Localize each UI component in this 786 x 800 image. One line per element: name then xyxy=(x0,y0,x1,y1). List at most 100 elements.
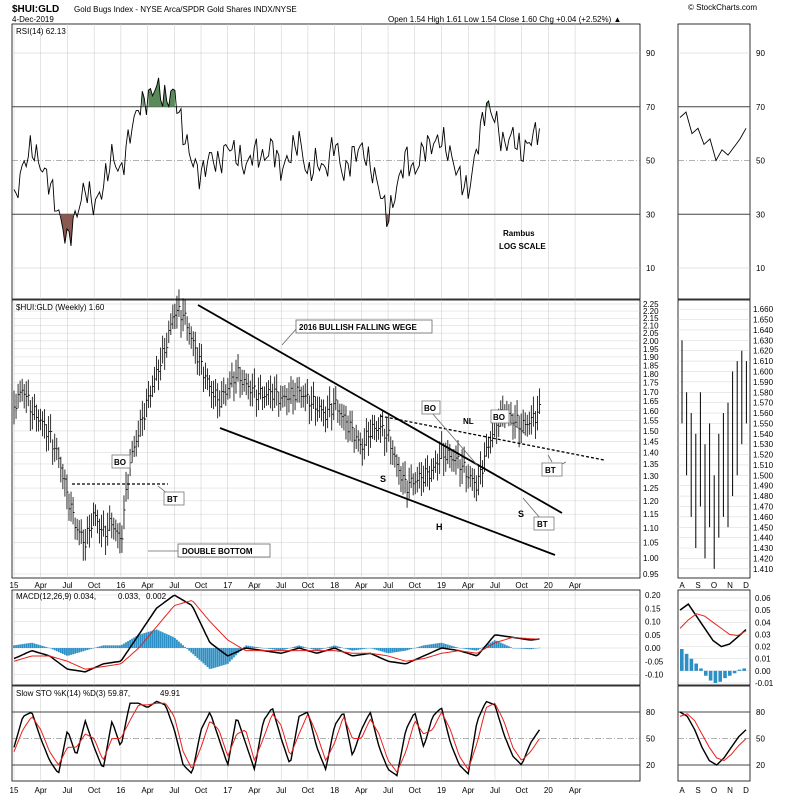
price-bar xyxy=(172,304,175,330)
macd-hist-bar xyxy=(100,645,103,648)
macd-panel-frame xyxy=(11,589,641,686)
price-tick-label: 0.95 xyxy=(643,570,659,579)
price-bar xyxy=(367,421,370,456)
macd-hist-bar xyxy=(204,648,207,666)
price-bar xyxy=(459,459,462,487)
neckline xyxy=(379,415,605,461)
price-bar xyxy=(29,400,32,432)
x-axis-label: Oct xyxy=(515,786,528,795)
price-bar xyxy=(315,396,318,426)
detail-macd-hist-bar xyxy=(680,649,684,671)
macd-tick-label: 0.20 xyxy=(645,591,661,600)
annotations: 2016 BULLISH FALLING WEGE DOUBLE BOTTOM … xyxy=(111,319,567,558)
price-bar xyxy=(278,391,281,417)
macd-hist-bar xyxy=(61,648,64,654)
price-bar xyxy=(422,465,425,493)
macd-hist-bar xyxy=(526,648,529,650)
price-bar xyxy=(160,347,163,381)
price-bar xyxy=(268,380,271,406)
macd-hist-bar xyxy=(373,648,376,650)
x-axis-label: Jul xyxy=(276,786,286,795)
macd-hist-bar xyxy=(475,648,478,651)
macd-tick-label: 0.05 xyxy=(645,631,661,640)
bo-label-2016: BO xyxy=(114,458,126,467)
price-bar xyxy=(398,456,401,485)
macd-hist-bar xyxy=(332,645,335,648)
macd-hist-bar xyxy=(59,648,62,654)
macd-hist-bar xyxy=(253,646,256,648)
bt-box-2019a xyxy=(533,516,555,531)
price-bar xyxy=(152,375,155,398)
macd-hist-bar xyxy=(161,632,164,648)
price-bar xyxy=(198,343,201,376)
price-bar xyxy=(125,471,128,502)
macd-hist-bar xyxy=(147,631,150,648)
price-bar xyxy=(249,380,252,407)
rsi-panel-frame xyxy=(11,23,641,300)
macd-hist-bar xyxy=(149,631,152,648)
x-axis-label: Apr xyxy=(141,786,154,795)
macd-hist-bar xyxy=(74,648,77,654)
detail-sto-d-line xyxy=(679,713,747,762)
macd-hist-bar xyxy=(102,645,105,648)
rsi-tick-label: 10 xyxy=(646,264,655,273)
price-bar xyxy=(158,359,161,391)
macd-hist-bar xyxy=(363,648,366,649)
price-bar xyxy=(225,384,228,406)
price-tick-label: 1.50 xyxy=(643,427,659,436)
price-bar xyxy=(101,514,104,548)
detail-price-tick-label: 1.530 xyxy=(753,440,774,449)
macd-hist-bar xyxy=(404,648,406,651)
sto-k-line xyxy=(13,700,541,777)
detail-macd-tick-label: 0.03 xyxy=(755,630,771,639)
macd-hist-bar xyxy=(159,631,162,648)
macd-hist-bar xyxy=(64,648,66,655)
price-bar xyxy=(359,432,362,455)
macd-hist-bar xyxy=(391,648,394,653)
macd-hist-bar xyxy=(43,646,46,648)
price-bar xyxy=(286,388,289,416)
macd-hist-bar xyxy=(171,636,174,648)
price-bar xyxy=(337,400,340,424)
macd-hist-bar xyxy=(210,648,213,669)
x-axis-label: 18 xyxy=(330,581,339,590)
macd-hist-bar xyxy=(108,645,111,648)
price-bar xyxy=(414,472,417,495)
double-bottom-text: DOUBLE BOTTOM xyxy=(182,547,253,556)
x-axis-label: Apr xyxy=(34,581,47,590)
macd-tick-label: 0.15 xyxy=(645,604,661,613)
detail-price-tick-label: 1.590 xyxy=(753,378,774,387)
price-bar xyxy=(168,320,171,344)
price-bar xyxy=(435,450,438,473)
price-bar xyxy=(355,424,358,450)
macd-hist-bar xyxy=(275,648,278,650)
macd-hist-bar xyxy=(491,641,494,648)
x-axis-labels-bottom: 15 Apr Jul Oct 16 Apr Jul Oct 17 Apr Jul Oct 18 Apr Ju… xyxy=(10,786,582,795)
detail-rsi-frame xyxy=(677,23,751,300)
rsi-tick-label: 90 xyxy=(646,49,655,58)
price-bar xyxy=(272,383,275,412)
macd-hist-bar xyxy=(218,648,221,667)
price-bar xyxy=(82,529,85,561)
price-tick-label: 1.95 xyxy=(643,345,659,354)
detail-macd-axis: 0.06 0.05 0.04 0.03 0.02 0.01 0.00 -0.01 xyxy=(755,594,774,688)
price-bar xyxy=(62,463,65,490)
price-bar xyxy=(339,403,342,426)
macd-hist-bar xyxy=(330,646,333,648)
macd-hist-bar xyxy=(188,648,191,651)
price-tick-label: 2.15 xyxy=(643,314,659,323)
macd-hist-bar xyxy=(304,647,307,648)
detail-price-tick-label: 1.560 xyxy=(753,409,774,418)
macd-hist-bar xyxy=(151,630,154,648)
price-bar xyxy=(420,462,423,497)
price-bar xyxy=(461,449,464,484)
rsi-tick-label: 30 xyxy=(646,210,655,219)
macd-hist-bar xyxy=(184,647,186,648)
x-axis-label: Apr xyxy=(569,786,582,795)
price-bar xyxy=(396,454,399,477)
detail-price-tick-label: 1.520 xyxy=(753,451,774,460)
macd-hist-bar xyxy=(23,643,26,648)
macd-hist-bar xyxy=(465,648,468,650)
x-axis-label: Jul xyxy=(276,581,286,590)
